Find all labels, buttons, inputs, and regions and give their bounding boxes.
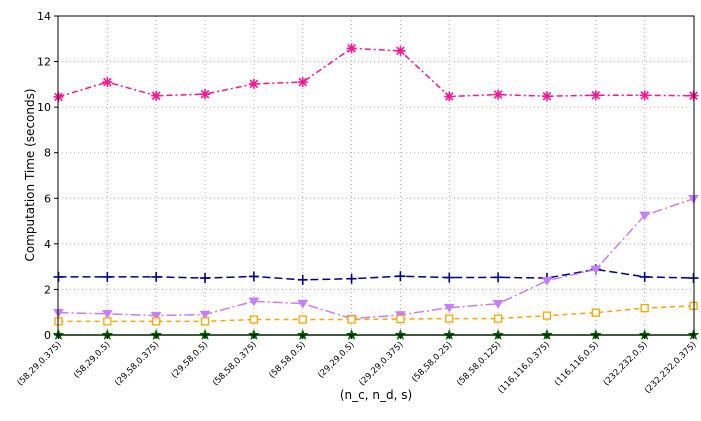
data-point: [297, 274, 308, 285]
y-tick-label: 10: [37, 101, 51, 114]
plot-frame: [57, 15, 695, 336]
data-point: [492, 300, 504, 309]
data-point: [493, 89, 504, 100]
data-point: [298, 315, 307, 324]
data-point: [445, 314, 454, 323]
x-tick-label: (58,29,0.5): [72, 340, 112, 380]
x-axis-label: (n_c, n_d, s): [340, 388, 412, 402]
data-point: [249, 315, 259, 324]
y-tick-label: 12: [37, 56, 51, 69]
data-point: [396, 314, 405, 324]
x-tick-label: (29,29,0.5): [316, 340, 356, 380]
series-0: [53, 43, 699, 102]
data-point: [639, 211, 651, 221]
data-point: [443, 303, 455, 313]
x-tick-label: (58,58,0.125): [455, 340, 503, 388]
data-point: [297, 77, 308, 88]
data-point: [200, 317, 210, 326]
data-point: [200, 89, 211, 100]
plot-area: [58, 16, 694, 335]
data-point: [444, 91, 455, 102]
data-point: [590, 90, 601, 101]
data-point: [640, 303, 649, 313]
data-point: [493, 314, 503, 323]
series-line: [58, 305, 694, 323]
x-tick-label: (116,116,0.5): [553, 340, 601, 388]
x-tick-label: (232,232,0.375): [643, 340, 699, 396]
data-point: [347, 315, 356, 324]
x-tick-label: (58,58,0.25): [410, 340, 454, 384]
data-point: [152, 317, 161, 326]
data-point: [541, 277, 553, 286]
data-point: [639, 90, 650, 101]
x-tick-label: (29,58,0.375): [113, 340, 161, 388]
y-axis-ticks: 0 2 4 6 8 10 12 14: [37, 10, 58, 342]
data-point: [590, 265, 602, 275]
data-point: [102, 77, 113, 88]
x-tick-label: (232,232,0.5): [602, 340, 650, 388]
x-tick-label: (116,116,0.375): [496, 340, 552, 396]
data-point: [150, 311, 162, 321]
y-tick-label: 8: [44, 147, 51, 160]
data-point: [346, 273, 357, 284]
data-point: [542, 311, 552, 320]
data-point: [248, 271, 259, 282]
data-point: [444, 272, 455, 283]
data-point: [395, 45, 406, 56]
data-point: [639, 271, 650, 282]
data-point: [151, 90, 162, 101]
x-axis-ticks: (58,29,0.375) (58,29,0.5) (29,58,0.375) (29…: [16, 335, 699, 396]
x-tick-label: (29,29,0.375): [357, 340, 405, 388]
data-point: [101, 310, 113, 319]
data-point: [200, 273, 211, 284]
data-point: [591, 308, 600, 317]
x-tick-label: (58,58,0.375): [211, 340, 259, 388]
data-point: [541, 91, 552, 102]
y-tick-label: 6: [44, 192, 51, 205]
x-tick-label: (29,58,0.5): [170, 340, 210, 380]
data-point: [248, 78, 259, 89]
x-tick-label: (58,29,0.375): [16, 340, 64, 388]
data-point: [199, 310, 211, 320]
series-line: [58, 198, 694, 320]
data-point: [297, 299, 309, 309]
data-point: [248, 297, 260, 307]
data-point: [151, 271, 162, 282]
x-tick-label: (58,58,0.5): [267, 340, 307, 380]
y-tick-label: 14: [37, 10, 51, 23]
data-point: [102, 271, 113, 282]
y-tick-label: 0: [44, 329, 51, 342]
data-point: [493, 272, 504, 283]
data-point: [346, 43, 357, 54]
data-point: [103, 317, 112, 326]
data-point: [395, 271, 406, 282]
y-axis-label: Computation Time (seconds): [23, 88, 37, 261]
y-tick-label: 4: [44, 238, 51, 251]
series-line: [58, 47, 694, 98]
y-tick-label: 2: [44, 283, 51, 296]
